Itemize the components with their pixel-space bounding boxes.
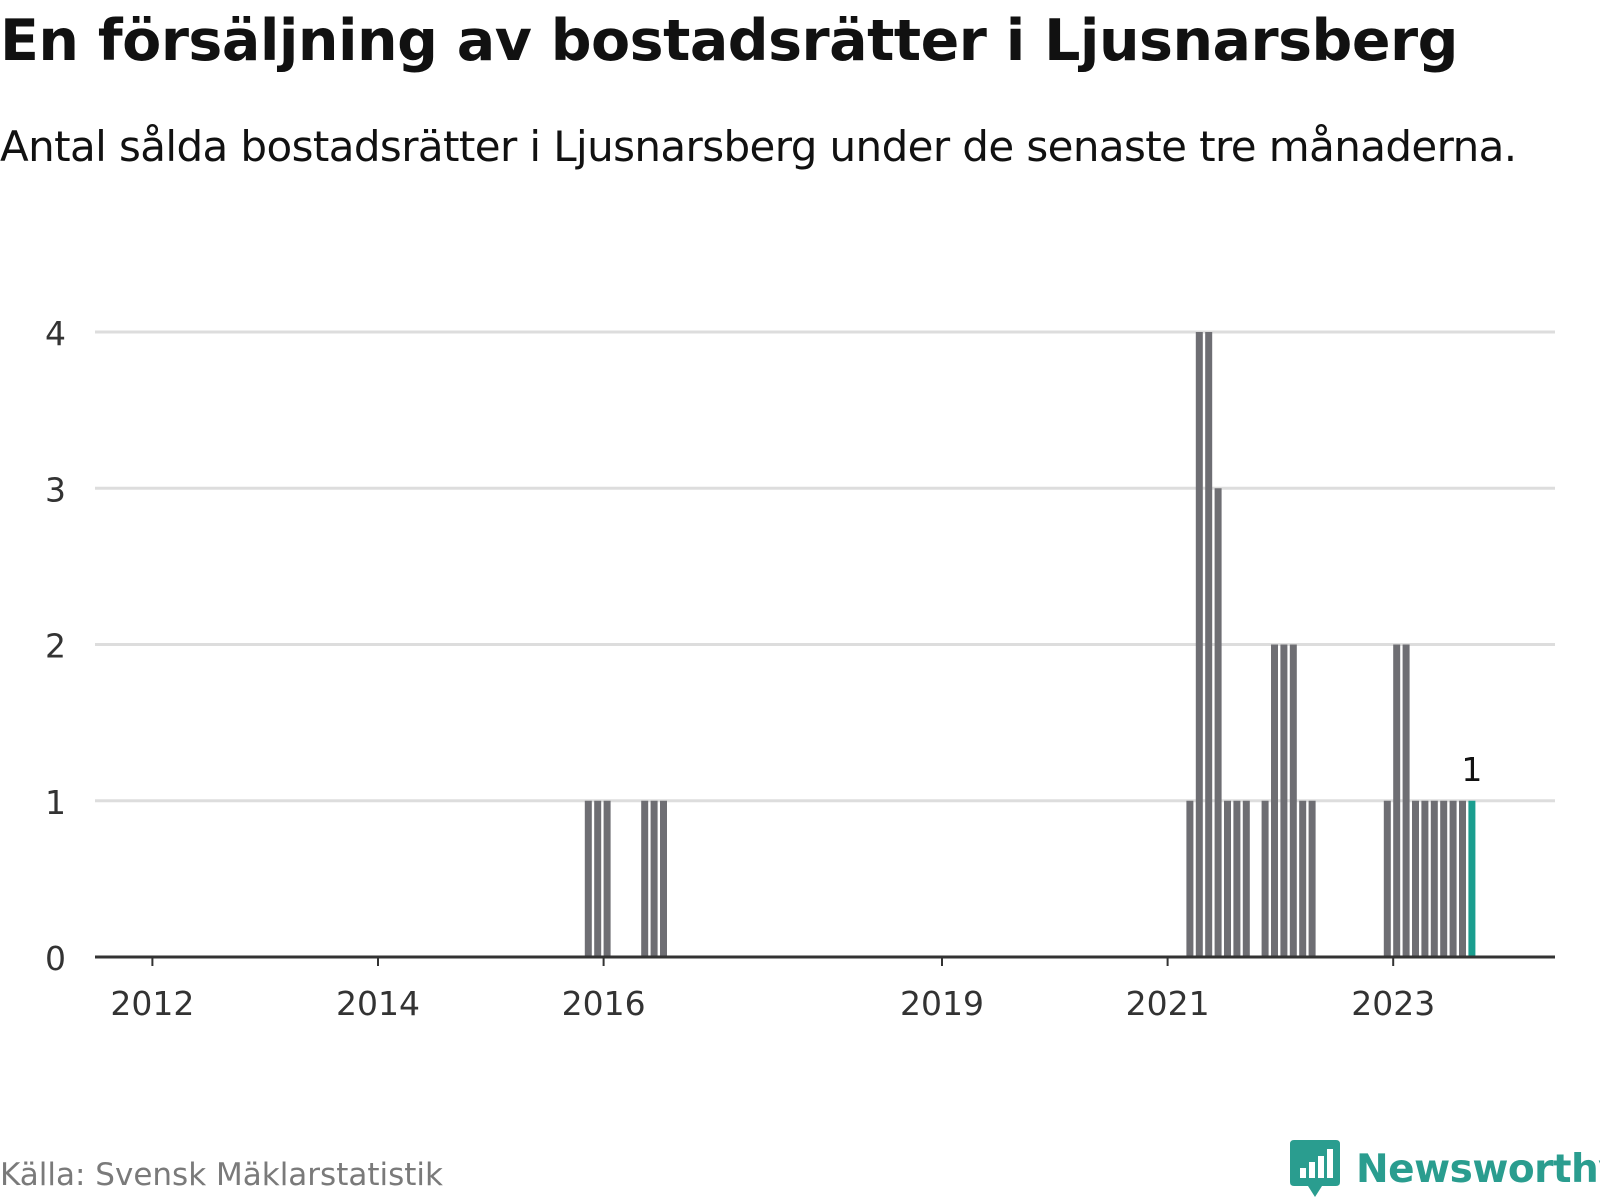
x-tick-label: 2014 [336, 984, 420, 1023]
bar-value-label: 1 [1461, 750, 1482, 789]
y-tick-label: 3 [45, 470, 66, 509]
bar [1412, 800, 1419, 957]
bar [1299, 800, 1307, 957]
bar [594, 800, 602, 957]
y-tick-label: 2 [45, 627, 66, 666]
bar [1289, 644, 1297, 957]
gridlines [95, 330, 1555, 803]
bar [1308, 800, 1316, 957]
x-tick-label: 2019 [900, 984, 984, 1023]
bar [1186, 800, 1194, 957]
bar [1195, 332, 1203, 957]
source-note: Källa: Svensk Mäklarstatistik [0, 1157, 443, 1193]
bar [584, 800, 592, 957]
x-axis [95, 955, 1555, 966]
bar [1393, 644, 1401, 957]
labels: 0 1 2 3 4 1 2012 2014 2016 2019 2021 2023 [45, 314, 1482, 1023]
x-tick-label: 2021 [1126, 984, 1210, 1023]
bar-highlight [1468, 800, 1476, 957]
bar [603, 800, 611, 957]
chart-subtitle: Antal sålda bostadsrätter i Ljusnarsberg… [0, 122, 1517, 171]
y-tick-label: 1 [45, 783, 66, 822]
bar [1440, 800, 1448, 957]
bar [1205, 332, 1213, 957]
bar [1214, 488, 1222, 957]
bar [660, 800, 667, 957]
bar [1402, 644, 1410, 957]
brand-name: Newsworthy [1356, 1146, 1600, 1192]
bar [1280, 644, 1288, 957]
y-tick-label: 4 [45, 314, 66, 353]
x-tick-label: 2023 [1351, 984, 1435, 1023]
x-tick-label: 2012 [110, 984, 194, 1023]
bar [1383, 800, 1391, 957]
bar [1242, 800, 1250, 957]
bar [1233, 800, 1241, 957]
bar [1430, 800, 1438, 957]
bar [1459, 800, 1466, 957]
bar [1421, 800, 1429, 957]
bar [641, 800, 649, 957]
y-tick-label: 0 [45, 939, 66, 978]
bar [1271, 644, 1278, 957]
bar [1449, 800, 1457, 957]
x-tick-label: 2016 [562, 984, 646, 1023]
bar [1224, 800, 1231, 957]
chart-title: En försäljning av bostadsrätter i Ljusna… [0, 8, 1458, 74]
newsworthy-logo-icon [1290, 1140, 1340, 1197]
bars [584, 332, 1476, 957]
bar [650, 800, 658, 957]
bar [1261, 800, 1269, 957]
brand-logo: Newsworthy [1290, 1140, 1600, 1198]
